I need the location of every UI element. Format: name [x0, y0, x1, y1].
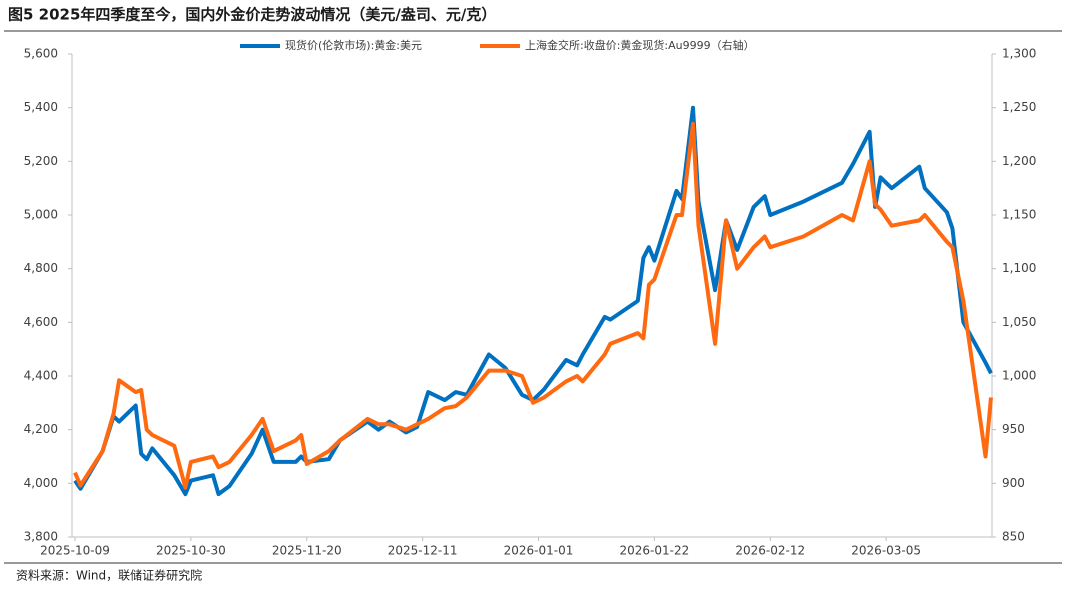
y-tick-label: 5,200	[24, 154, 58, 168]
y2-tick-label: 1,300	[1002, 47, 1036, 61]
x-tick-label: 2026-02-12	[735, 544, 805, 558]
legend-label: 现货价(伦敦市场):黄金:美元	[285, 38, 422, 52]
legend-label: 上海金交所:收盘价:黄金现货:Au9999（右轴）	[525, 38, 755, 52]
y2-tick-label: 1,050	[1002, 315, 1036, 329]
x-tick-label: 2025-12-11	[388, 544, 458, 558]
y-tick-label: 5,400	[24, 100, 58, 114]
y2-tick-label: 1,100	[1002, 261, 1036, 275]
y-tick-label: 5,600	[24, 47, 58, 61]
x-tick-label: 2025-10-30	[156, 544, 226, 558]
y-tick-label: 3,800	[24, 530, 58, 544]
y2-tick-label: 900	[1002, 476, 1025, 490]
x-tick-label: 2026-01-01	[504, 544, 574, 558]
y-tick-label: 4,000	[24, 476, 58, 490]
y2-tick-label: 950	[1002, 422, 1025, 436]
x-tick-label: 2025-10-09	[40, 544, 110, 558]
y2-tick-label: 1,000	[1002, 369, 1036, 383]
x-tick-label: 2026-01-22	[620, 544, 690, 558]
y-tick-label: 4,200	[24, 422, 58, 436]
y2-tick-label: 850	[1002, 530, 1025, 544]
x-tick-label: 2026-03-05	[851, 544, 921, 558]
y-tick-label: 4,800	[24, 261, 58, 275]
source-note: 资料来源：Wind，联储证券研究院	[16, 568, 202, 583]
series-line	[73, 105, 993, 497]
chart-title: 图5 2025年四季度至今，国内外金价走势波动情况（美元/盎司、元/克）	[8, 6, 496, 24]
y2-tick-label: 1,250	[1002, 100, 1036, 114]
y-tick-label: 4,600	[24, 315, 58, 329]
x-tick-label: 2025-11-20	[272, 544, 342, 558]
y-tick-label: 4,400	[24, 369, 58, 383]
series-line	[73, 121, 993, 490]
y2-tick-label: 1,150	[1002, 208, 1036, 222]
y-tick-label: 5,000	[24, 208, 58, 222]
y2-tick-label: 1,200	[1002, 154, 1036, 168]
